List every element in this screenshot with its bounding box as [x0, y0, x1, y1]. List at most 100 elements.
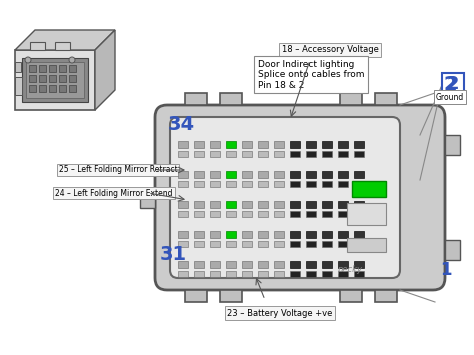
Bar [226, 141, 236, 148]
Bar [226, 261, 236, 268]
Bar [59, 75, 66, 82]
Text: 24 – Left Folding Mirror Extend: 24 – Left Folding Mirror Extend [55, 189, 173, 197]
Text: 23 – Battery Voltage +ve: 23 – Battery Voltage +ve [228, 308, 333, 317]
Bar [194, 211, 204, 217]
Bar [258, 201, 268, 208]
Bar [338, 241, 348, 247]
Bar [178, 171, 188, 178]
Bar [290, 201, 300, 208]
Bar [338, 171, 348, 178]
Text: Door Indirect lighting
Splice onto cables from
Pin 18 & 2: Door Indirect lighting Splice onto cable… [258, 60, 365, 90]
Bar [69, 75, 76, 82]
Bar [322, 141, 332, 148]
FancyBboxPatch shape [155, 105, 445, 290]
Text: Ground: Ground [436, 93, 464, 102]
Bar [445, 135, 460, 155]
Bar [306, 151, 316, 157]
Bar [306, 261, 316, 268]
Bar [274, 171, 284, 178]
Bar [338, 271, 348, 277]
Bar [322, 181, 332, 187]
Bar [194, 261, 204, 268]
Bar [194, 271, 204, 277]
Bar [354, 171, 364, 178]
Bar [322, 151, 332, 157]
Polygon shape [95, 30, 115, 110]
Bar [354, 201, 364, 208]
Bar [140, 188, 155, 208]
Bar [194, 201, 204, 208]
Bar [274, 241, 284, 247]
Bar [340, 93, 362, 105]
Bar [290, 141, 300, 148]
Bar [375, 290, 397, 302]
Bar [226, 181, 236, 187]
Bar [194, 231, 204, 238]
Bar [290, 151, 300, 157]
Polygon shape [15, 30, 115, 50]
Text: pecky: pecky [337, 266, 363, 274]
Bar [178, 151, 188, 157]
Bar [354, 151, 364, 157]
Text: 31: 31 [160, 246, 187, 264]
Bar [274, 261, 284, 268]
Bar [22, 58, 88, 102]
Bar [226, 171, 236, 178]
Text: 2: 2 [443, 76, 457, 94]
Bar [290, 261, 300, 268]
Bar [290, 241, 300, 247]
Bar [220, 290, 242, 302]
Bar [290, 271, 300, 277]
Bar [242, 151, 252, 157]
Bar [29, 75, 36, 82]
Bar [178, 231, 188, 238]
Bar [274, 201, 284, 208]
Bar [347, 203, 386, 225]
Bar [290, 181, 300, 187]
Bar [274, 211, 284, 217]
Bar [226, 151, 236, 157]
FancyBboxPatch shape [170, 117, 400, 278]
Bar [242, 201, 252, 208]
Bar [210, 261, 220, 268]
Bar [242, 261, 252, 268]
Bar [15, 62, 21, 72]
Bar [242, 171, 252, 178]
Bar [338, 151, 348, 157]
Bar [242, 181, 252, 187]
Bar [258, 151, 268, 157]
Bar [178, 271, 188, 277]
Bar [274, 271, 284, 277]
Bar [242, 231, 252, 238]
Text: 34: 34 [168, 115, 195, 135]
Bar [178, 241, 188, 247]
Text: 1: 1 [440, 261, 452, 279]
Bar [26, 62, 84, 98]
Bar [69, 85, 76, 92]
Bar [354, 211, 364, 217]
Bar [354, 261, 364, 268]
Bar [210, 241, 220, 247]
Bar [306, 181, 316, 187]
Bar [220, 93, 242, 105]
Text: 18 – Accessory Voltage: 18 – Accessory Voltage [282, 45, 378, 55]
Bar [242, 141, 252, 148]
Bar [258, 261, 268, 268]
Bar [354, 231, 364, 238]
Bar [194, 151, 204, 157]
Bar [322, 211, 332, 217]
Bar [210, 141, 220, 148]
Bar [322, 201, 332, 208]
Bar [185, 290, 207, 302]
Bar [226, 241, 236, 247]
Bar [306, 241, 316, 247]
Bar [178, 201, 188, 208]
Bar [354, 141, 364, 148]
Bar [178, 141, 188, 148]
Bar [274, 141, 284, 148]
Bar [258, 181, 268, 187]
Bar [347, 238, 386, 252]
Bar [185, 93, 207, 105]
Circle shape [25, 57, 31, 63]
Bar [338, 201, 348, 208]
